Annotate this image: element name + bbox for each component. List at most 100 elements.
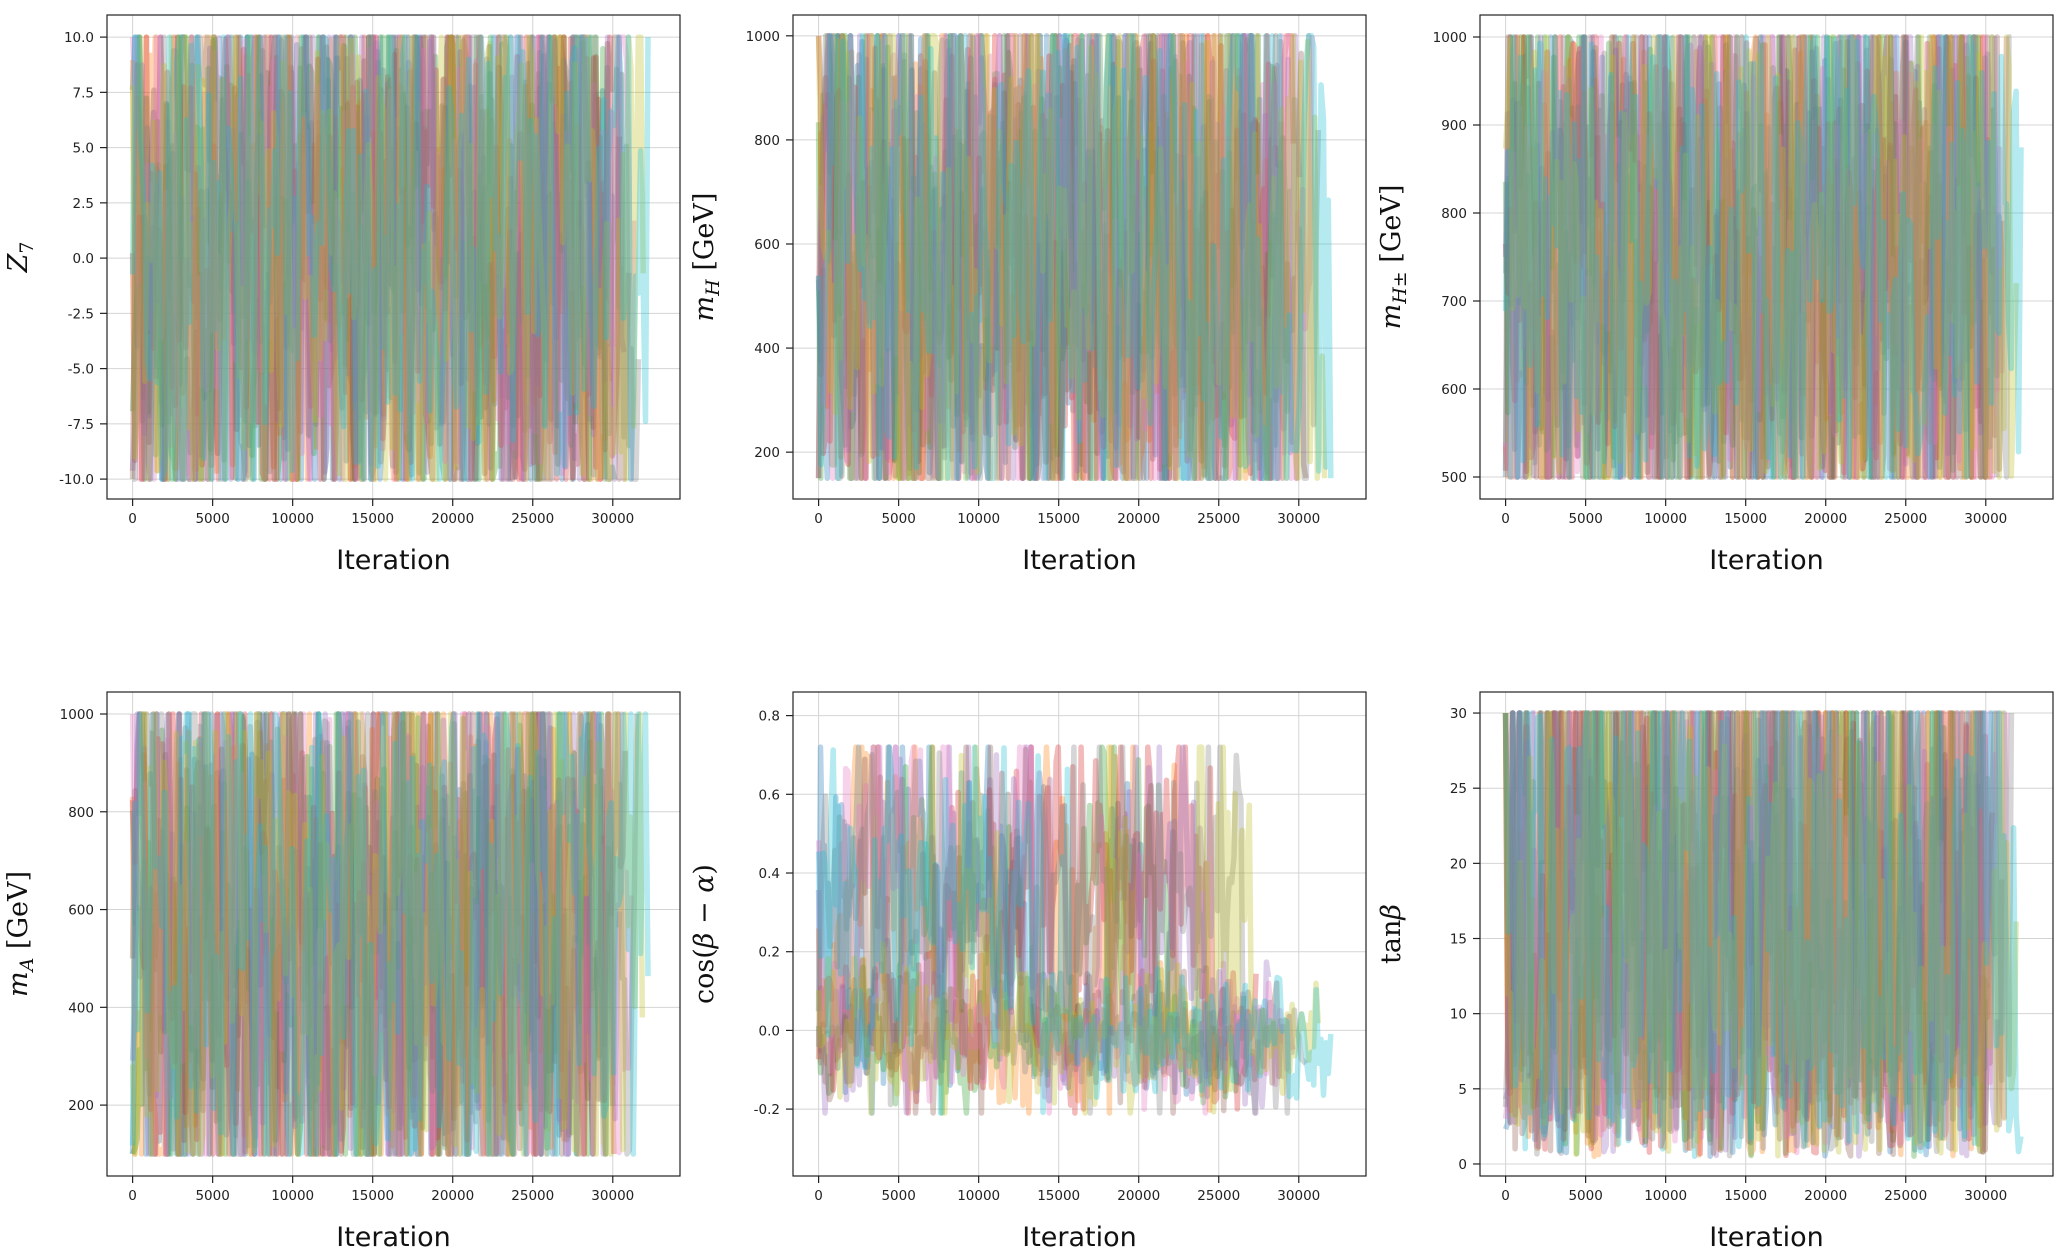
x-tick-label: 10000	[1644, 511, 1687, 527]
chain-trace-9	[815, 33, 1328, 481]
chain-trace-10	[129, 711, 651, 1157]
x-tick-label: 0	[128, 511, 137, 527]
y-tick-label: 1000	[60, 707, 94, 723]
chain-traces	[129, 34, 651, 482]
axes-frame	[1479, 691, 2054, 1177]
panel-1: 0 5000 10000 15000 20000 25000 30000 -10.0 -7.5 -…	[3, 14, 681, 576]
chain-trace-2	[129, 34, 613, 482]
chain-trace-8	[815, 33, 1322, 481]
chain-trace-8	[1502, 710, 2015, 1159]
y-tick-label: 5.0	[73, 141, 94, 157]
chain-trace-8	[815, 744, 1308, 1116]
y-tick-label: 200	[754, 445, 780, 461]
x-tick-label: 25000	[1884, 511, 1927, 527]
x-tick-label: 10000	[271, 1188, 314, 1204]
grid-lines	[1480, 692, 2053, 1176]
x-tick-label: 0	[1501, 511, 1510, 527]
chain-trace-5	[129, 34, 627, 482]
chain-trace-10	[815, 744, 1334, 1116]
y-tick-label: 600	[754, 237, 780, 253]
chain-trace-10	[815, 33, 1334, 481]
x-tick-label: 5000	[881, 1188, 915, 1204]
y-tick-label: -0.2	[754, 1102, 780, 1118]
y-tick-label: 0.2	[759, 945, 780, 961]
y-tick-label: 0.8	[759, 709, 780, 725]
chain-trace-4	[129, 34, 622, 482]
x-tick-label: 15000	[1037, 511, 1080, 527]
y-tick-label: 0.4	[759, 866, 780, 882]
x-tick-label: 20000	[1117, 1188, 1160, 1204]
chain-trace-7	[129, 711, 634, 1157]
panel-5: 0 5000 10000 15000 20000 25000 30000 -0.2 0.0 0.2…	[689, 691, 1367, 1253]
x-tick-label: 20000	[431, 511, 474, 527]
chain-traces	[815, 33, 1334, 481]
chain-trace-6	[815, 33, 1309, 481]
x-tick-label: 5000	[195, 511, 229, 527]
chain-trace-8	[1502, 34, 2012, 480]
chain-trace-9	[1502, 710, 2019, 1159]
y-tick-label: 800	[754, 133, 780, 149]
axes-frame	[792, 691, 1367, 1177]
chain-trace-8	[129, 711, 640, 1157]
y-tick-label: 15	[1450, 932, 1467, 948]
y-tick-label: 0.0	[759, 1023, 780, 1039]
x-tick-label: 20000	[1117, 511, 1160, 527]
chain-trace-1	[815, 744, 1221, 1116]
chain-trace-5	[815, 744, 1272, 1116]
y-tick-label: 20	[1450, 856, 1467, 872]
x-tick-label: 15000	[1724, 511, 1767, 527]
y-tick-label: 400	[754, 341, 780, 357]
x-tick-label: 15000	[1037, 1188, 1080, 1204]
chain-trace-2	[815, 744, 1234, 1116]
chain-trace-6	[129, 711, 628, 1157]
x-tick-label: 5000	[881, 511, 915, 527]
chain-trace-3	[1502, 34, 1991, 480]
x-tick-label: 5000	[1568, 511, 1602, 527]
x-tick-label: 0	[128, 1188, 137, 1204]
chain-trace-1	[1503, 710, 1981, 1159]
chain-trace-10	[1502, 710, 2024, 1160]
y-tick-label: 900	[1441, 118, 1467, 134]
chain-trace-4	[1502, 34, 1995, 480]
x-tick-label: 15000	[351, 1188, 394, 1204]
y-tick-label: 0.0	[73, 251, 94, 267]
y-tick-label: 0	[1458, 1157, 1467, 1173]
x-tick-label: 5000	[195, 1188, 229, 1204]
chain-trace-9	[129, 711, 646, 1157]
chain-trace-7	[815, 33, 1315, 481]
x-tick-label: 10000	[1644, 1188, 1687, 1204]
axes-frame	[106, 691, 681, 1177]
x-tick-label: 25000	[511, 1188, 554, 1204]
x-tick-label: 20000	[1804, 511, 1847, 527]
chain-trace-5	[129, 711, 623, 1157]
y-tick-label: 800	[1441, 206, 1467, 222]
panel-2: 0 5000 10000 15000 20000 25000 30000 200 400 600 8…	[689, 14, 1367, 576]
chain-trace-10	[129, 34, 651, 482]
y-tick-label: 0.6	[759, 787, 780, 803]
chain-trace-9	[129, 34, 646, 482]
x-tick-label: 10000	[271, 511, 314, 527]
x-tick-label: 10000	[957, 511, 1000, 527]
grid-lines	[793, 15, 1366, 499]
x-tick-label: 20000	[431, 1188, 474, 1204]
chain-trace-7	[815, 744, 1296, 1116]
axes-frame	[1479, 14, 2054, 500]
chain-trace-3	[815, 744, 1247, 1116]
y-tick-label: -10.0	[59, 472, 94, 488]
x-tick-label: 25000	[511, 511, 554, 527]
y-tick-label: 30	[1450, 706, 1467, 722]
y-tick-label: 200	[68, 1098, 94, 1114]
grid-lines	[1480, 15, 2053, 499]
x-tick-label: 30000	[1964, 1188, 2007, 1204]
chain-trace-1	[129, 711, 600, 1157]
y-tick-label: -5.0	[68, 362, 94, 378]
x-tick-label: 25000	[1197, 1188, 1240, 1204]
y-axis-label: mH [GeV]	[689, 193, 724, 322]
x-tick-label: 25000	[1197, 511, 1240, 527]
chain-trace-1	[129, 34, 608, 482]
y-tick-label: 1000	[746, 29, 780, 45]
chain-traces	[1502, 710, 2024, 1160]
x-axis-label: Iteration	[1709, 545, 1824, 576]
x-tick-label: 0	[814, 1188, 823, 1204]
y-axis-label: cos(β − α)	[689, 864, 720, 1004]
